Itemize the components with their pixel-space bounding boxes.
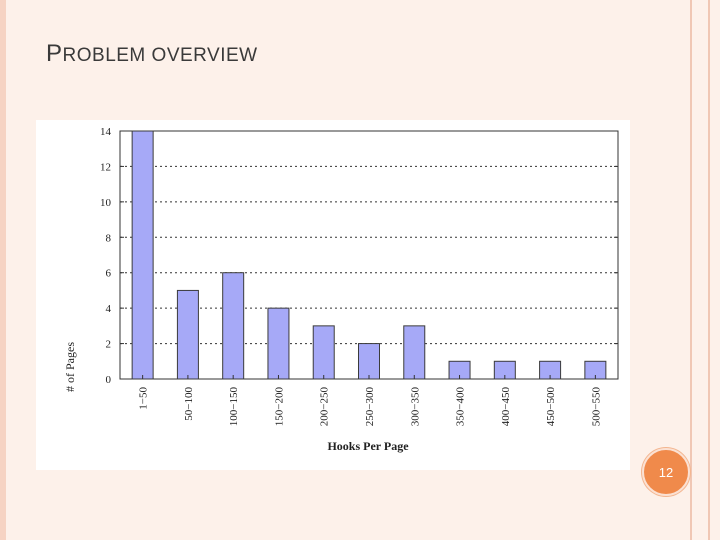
- y-tick-label: 2: [106, 339, 112, 351]
- bar: [267, 307, 290, 380]
- title-initial: P: [46, 40, 63, 67]
- y-tick-label: 8: [106, 232, 112, 244]
- bar: [312, 325, 335, 380]
- chart-panel: 0 2 4 6 8 10 12 14 1−50 50−100 100−150 150−200 200−…: [36, 120, 630, 470]
- x-tick-label: 150−200: [273, 387, 285, 427]
- x-tick-label: 50−100: [183, 387, 195, 421]
- y-tick-label: 10: [100, 197, 112, 209]
- x-axis: 1−50 50−100 100−150 150−200 200−250 250−300 30…: [138, 375, 602, 427]
- x-tick-label: 500−550: [590, 387, 602, 427]
- bar: [222, 272, 245, 380]
- x-tick-label: 100−150: [228, 387, 240, 427]
- y-tick-label: 6: [106, 268, 112, 280]
- slide-right-rail-1: [690, 0, 692, 540]
- slide-left-border: [0, 0, 6, 540]
- y-tick-label: 12: [100, 161, 111, 173]
- title-rest: ROBLEM OVERVIEW: [62, 45, 258, 66]
- y-axis-label: # of Pages: [63, 342, 77, 392]
- bar: [131, 130, 154, 380]
- slide-right-rail-2: [708, 0, 710, 540]
- y-tick-label: 0: [106, 374, 112, 386]
- bar: [358, 343, 380, 380]
- bars: [131, 130, 607, 380]
- x-tick-label: 400−450: [500, 387, 512, 427]
- page-number-badge: 12: [642, 448, 690, 496]
- y-axis: 0 2 4 6 8 10 12 14: [100, 126, 618, 386]
- y-tick-label: 14: [100, 126, 112, 138]
- y-tick-label: 4: [106, 303, 112, 315]
- bar-chart: 0 2 4 6 8 10 12 14 1−50 50−100 100−150 150−200 200−…: [63, 126, 619, 453]
- x-tick-label: 200−250: [319, 387, 331, 427]
- bar: [403, 325, 426, 380]
- x-tick-label: 250−300: [364, 387, 376, 427]
- bar: [176, 289, 199, 380]
- slide-title: PROBLEM OVERVIEW: [46, 40, 258, 68]
- x-tick-label: 350−400: [455, 387, 467, 427]
- x-tick-label: 1−50: [138, 387, 150, 410]
- x-tick-label: 300−350: [409, 387, 421, 427]
- x-tick-label: 450−500: [545, 387, 557, 427]
- x-axis-label: Hooks Per Page: [327, 439, 409, 453]
